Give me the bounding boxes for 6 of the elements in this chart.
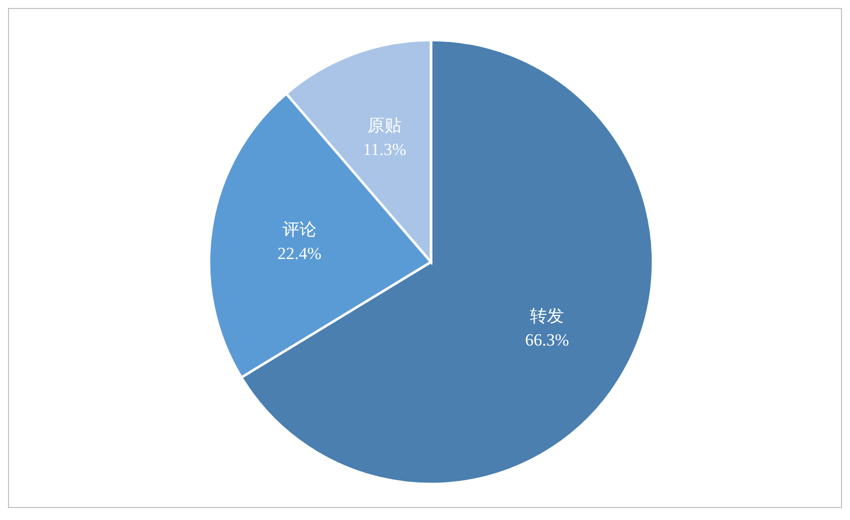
- data-label: 11.3%: [363, 140, 406, 160]
- slice-label: 原贴: [368, 116, 402, 136]
- data-label: 22.4%: [277, 244, 322, 264]
- slice-label: 转发: [530, 306, 564, 326]
- slice-label: 评论: [282, 220, 316, 240]
- data-label: 66.3%: [525, 330, 570, 350]
